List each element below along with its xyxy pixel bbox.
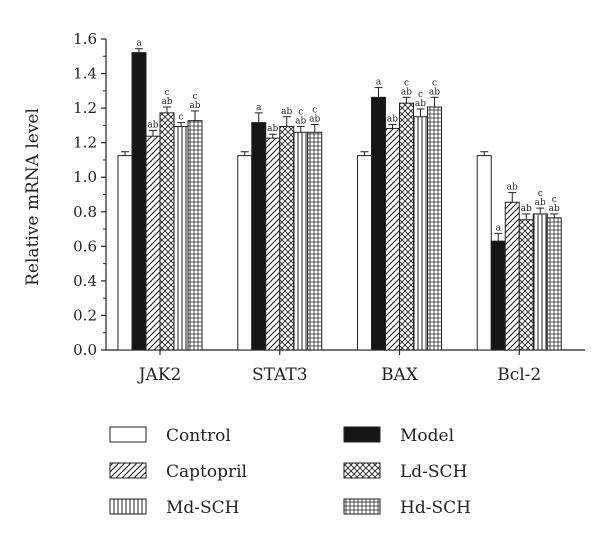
bar (293, 131, 309, 351)
significance-label: ab (415, 99, 426, 109)
y-tick-label: 0.4 (73, 272, 97, 290)
bar (413, 116, 428, 351)
y-tick-label: 0.8 (73, 203, 97, 221)
bar (237, 155, 253, 351)
significance-label: c (538, 189, 543, 199)
bar (518, 219, 534, 351)
bar (476, 155, 492, 351)
bar (532, 213, 548, 351)
legend-swatch (109, 498, 147, 515)
bar (145, 135, 161, 351)
x-tick-label: JAK2 (137, 365, 182, 385)
legend-label: Ld-SCH (400, 462, 467, 482)
y-tick-label: 0.6 (73, 237, 97, 255)
bar (357, 155, 372, 351)
bar (385, 127, 400, 351)
bar (427, 106, 442, 351)
x-tick-label: Bcl-2 (497, 365, 541, 385)
significance-label: ab (161, 97, 172, 107)
significance-label: c (192, 92, 197, 102)
bar (159, 112, 175, 351)
significance-label: ab (429, 87, 440, 97)
axes: 0.0 0.2 0.4 0.6 0.8 1.0 1.2 1.2 1.4 1.6 JAK2 STAT3 B… (73, 30, 585, 385)
y-tick-label: 1.2 (73, 134, 97, 152)
significance-label: ab (295, 116, 306, 126)
legend-label: Md-SCH (166, 498, 240, 518)
legend-label: Hd-SCH (400, 498, 471, 518)
bar (490, 240, 506, 351)
significance-label: c (404, 78, 409, 88)
legend-label: Captopril (166, 462, 247, 482)
x-tick-label: BAX (381, 365, 419, 385)
significance-label: ab (387, 115, 398, 125)
significance-label: ab (549, 204, 560, 214)
bar (307, 131, 323, 351)
y-tick-label: 1.4 (73, 65, 97, 83)
bar (399, 102, 414, 351)
bar (546, 217, 562, 351)
significance-label: c (298, 107, 303, 117)
significance-label: a (376, 78, 382, 88)
y-tick-label: 1.0 (73, 168, 97, 186)
bar (371, 96, 386, 351)
legend: Control Model Captopril Ld-SCH Md-SCH Hd-SCH (109, 426, 471, 518)
significance-label: ab (267, 124, 278, 134)
y-tick-label: 0.0 (73, 341, 97, 359)
significance-label: ab (507, 183, 518, 193)
legend-swatch (343, 462, 381, 479)
bar (173, 125, 189, 351)
legend-label: Control (166, 426, 231, 446)
significance-label: ab (521, 204, 532, 214)
legend-swatch (343, 426, 381, 443)
x-tick-label: STAT3 (252, 365, 308, 385)
legend-swatch (109, 462, 147, 479)
bar (279, 125, 295, 351)
significance-label: ab (401, 87, 412, 97)
significance-label: c (178, 113, 183, 123)
significance-label: c (164, 88, 169, 98)
y-tick-label: 1.2 (73, 99, 97, 117)
significance-label: a (136, 39, 142, 49)
legend-label: Model (400, 426, 454, 446)
significance-label: c (552, 195, 557, 205)
significance-label: a (496, 223, 502, 233)
y-axis-label: Relative mRNA level (23, 108, 43, 286)
significance-label: ab (281, 107, 292, 117)
legend-swatch (343, 498, 381, 515)
significance-label: ab (309, 115, 320, 125)
bar (504, 201, 520, 351)
bar (265, 137, 281, 351)
y-tick-label: 0.2 (73, 306, 97, 324)
significance-label: c (418, 90, 423, 100)
bar (251, 122, 267, 351)
significance-label: ab (535, 198, 546, 208)
significance-label: c (432, 78, 437, 88)
significance-label: a (256, 103, 262, 113)
bar (131, 52, 147, 351)
significance-label: ab (147, 120, 158, 130)
significance-label: ab (189, 101, 200, 111)
bar (187, 120, 203, 351)
legend-swatch (109, 426, 147, 443)
y-tick-label: 1.6 (73, 30, 97, 48)
significance-label: c (312, 106, 317, 116)
bar (117, 155, 133, 351)
